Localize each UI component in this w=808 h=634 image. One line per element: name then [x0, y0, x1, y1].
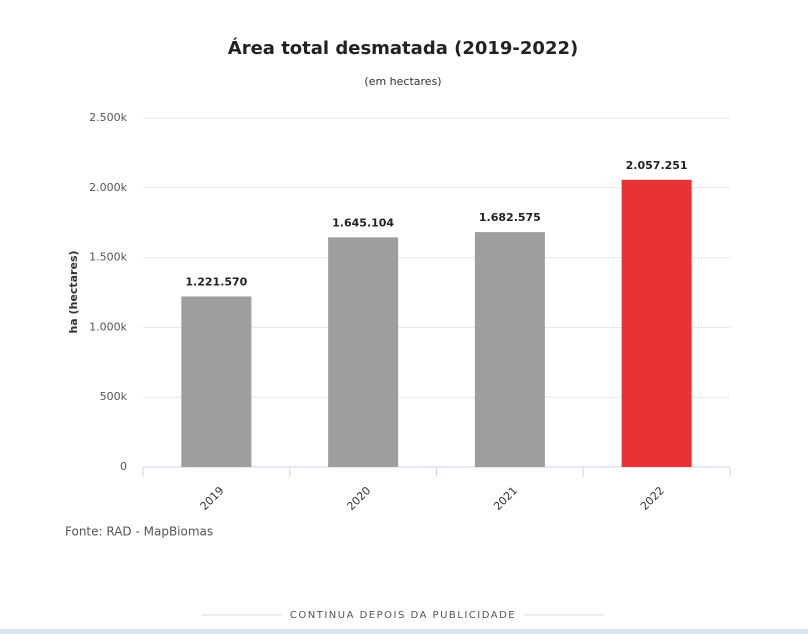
bar — [328, 237, 399, 467]
y-tick-label: 0 — [120, 460, 127, 473]
x-tick-label: 2020 — [344, 484, 373, 513]
y-tick-label: 2.500k — [89, 111, 127, 124]
bar — [621, 179, 692, 468]
advert-separator: CONTINUA DEPOIS DA PUBLICIDADE — [290, 610, 516, 621]
x-tick-label: 2019 — [198, 484, 227, 513]
value-label: 1.682.575 — [479, 211, 541, 224]
source-note: Fonte: RAD - MapBiomas — [65, 525, 213, 539]
value-label: 1.645.104 — [332, 216, 394, 229]
y-tick-label: 500k — [100, 390, 128, 403]
chart-title: Área total desmatada (2019-2022) — [228, 37, 578, 59]
y-axis-label: ha (hectares) — [67, 250, 80, 333]
y-tick-label: 1.500k — [89, 251, 127, 264]
y-tick-label: 2.000k — [89, 181, 127, 194]
x-tick-label: 2022 — [638, 484, 667, 513]
bar — [181, 296, 252, 467]
bar — [474, 232, 545, 467]
chart-subtitle: (em hectares) — [364, 75, 441, 88]
x-tick-label: 2021 — [491, 484, 520, 513]
value-label: 1.221.570 — [185, 275, 247, 288]
value-label: 2.057.251 — [626, 159, 688, 172]
bottom-strip — [0, 629, 808, 634]
y-tick-label: 1.000k — [89, 320, 127, 333]
